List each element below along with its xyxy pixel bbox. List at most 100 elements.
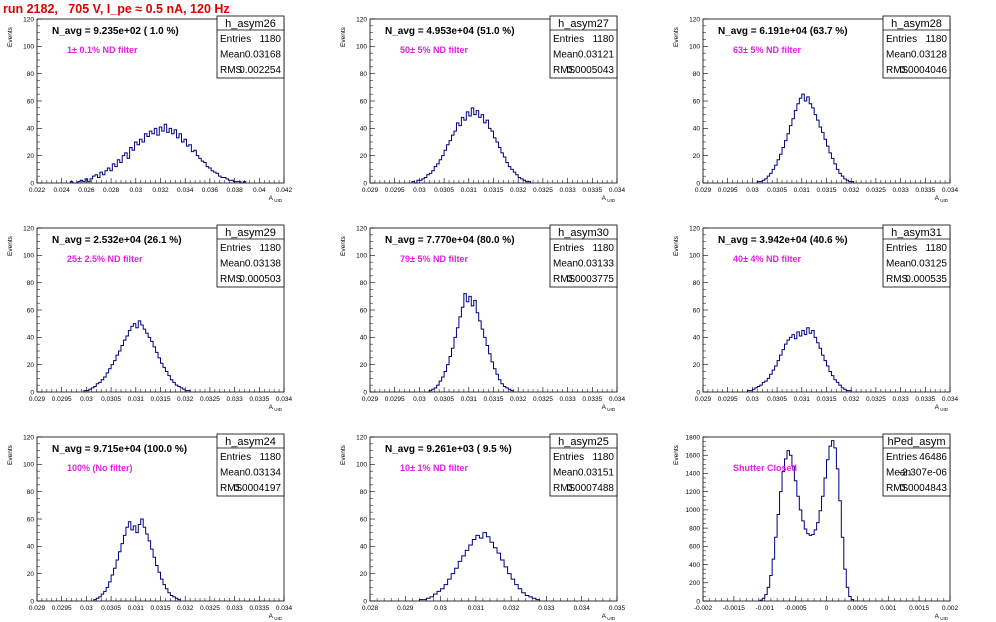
- stats-box: [549, 15, 618, 79]
- x-tick-label: 0.029: [29, 605, 46, 612]
- x-tick-label: -0.0015: [723, 605, 745, 612]
- x-axis-label-subscript: UID: [939, 407, 949, 412]
- histogram-line: [411, 107, 532, 184]
- y-tick-label: 120: [23, 434, 34, 441]
- stats-value: 0.0004046: [900, 65, 948, 76]
- stats-box: [216, 224, 285, 288]
- stats-value: 1180: [925, 34, 947, 45]
- y-tick-label: 20: [27, 362, 35, 369]
- x-tick-label: 0.026: [78, 187, 95, 194]
- y-tick-label: 1400: [686, 471, 701, 478]
- y-tick-label: 0: [30, 389, 34, 396]
- y-tick-label: 80: [27, 489, 35, 496]
- histogram-line: [93, 518, 181, 601]
- panel-h_asym24: 0 20 40 60 80 100 120 0.029 0.0295 0.03 0.0305 0.03…: [7, 433, 293, 621]
- x-tick-label: 0.0315: [817, 396, 837, 403]
- filter-note: 79± 5% ND filter: [400, 254, 468, 264]
- x-tick-label: 0.036: [202, 187, 219, 194]
- x-axis-label: A UID: [602, 404, 616, 412]
- x-tick-label: 0.031: [461, 187, 478, 194]
- x-tick-label: 0.033: [538, 605, 555, 612]
- y-tick-label: 20: [693, 362, 701, 369]
- x-tick-label: 0.032: [843, 187, 860, 194]
- panel-h_asym26: 0 20 40 60 80 100 120 0.022 0.024 0.026 0.028 0.03 0…: [7, 15, 293, 203]
- x-tick-label: 0: [825, 605, 829, 612]
- x-tick-label: 0.034: [942, 187, 959, 194]
- y-tick-label: 80: [693, 280, 701, 287]
- x-tick-label: 0.028: [362, 605, 379, 612]
- x-tick-label: 0.033: [559, 396, 576, 403]
- y-tick-label: 60: [693, 307, 701, 314]
- x-tick-label: 0.038: [226, 187, 243, 194]
- stats-box-title: h_asym24: [225, 436, 276, 448]
- x-tick-label: 0.002: [942, 605, 959, 612]
- histogram-line: [83, 320, 191, 392]
- x-axis-label: A UID: [269, 613, 283, 621]
- x-tick-label: 0.0305: [434, 187, 454, 194]
- n-avg-background: [41, 233, 211, 246]
- y-tick-label: 100: [356, 253, 367, 260]
- y-tick-label: 0: [30, 598, 34, 605]
- x-tick-label: 0.0325: [533, 187, 553, 194]
- y-tick-label: 100: [23, 44, 34, 51]
- x-tick-label: 0.032: [177, 396, 194, 403]
- histogram-line: [69, 123, 247, 184]
- stats-key: RMS: [553, 483, 576, 494]
- x-tick-label: 0.03: [746, 187, 759, 194]
- y-tick-label: 120: [23, 16, 34, 23]
- y-tick-label: 100: [689, 44, 700, 51]
- panel-h_asym25: 0 20 40 60 80 100 120 0.028 0.029 0.03 0.031 0.032 0…: [340, 433, 626, 621]
- y-tick-label: 120: [356, 16, 367, 23]
- stats-box-title: h_asym28: [891, 18, 942, 30]
- x-tick-label: 0.024: [54, 187, 71, 194]
- y-tick-label: 400: [689, 562, 700, 569]
- stats-key: Entries: [553, 452, 584, 463]
- stats-value: 0.0007488: [567, 483, 615, 494]
- stats-box: [216, 433, 285, 497]
- stats-value: 0.002254: [239, 65, 281, 76]
- x-axis-label-subscript: UID: [606, 198, 616, 203]
- x-tick-label: 0.032: [510, 396, 527, 403]
- x-tick-label: 0.03: [80, 605, 93, 612]
- stats-value: 1180: [259, 34, 281, 45]
- x-tick-label: 0.032: [843, 396, 860, 403]
- n-avg-background: [374, 442, 544, 455]
- stats-key: RMS: [886, 65, 909, 76]
- x-axis-label-subscript: UID: [273, 198, 283, 203]
- x-tick-label: 0.0315: [151, 605, 171, 612]
- n-avg-label: N_avg = 9.261e+03 ( 9.5 %): [385, 444, 512, 455]
- x-tick-label: 0.034: [574, 605, 591, 612]
- x-tick-label: 0.0335: [582, 187, 602, 194]
- stats-key: RMS: [220, 483, 243, 494]
- stats-box-title: h_asym26: [225, 18, 276, 30]
- y-tick-label: 60: [360, 98, 368, 105]
- x-tick-label: 0.028: [103, 187, 120, 194]
- x-tick-label: 0.0305: [101, 396, 121, 403]
- stats-key: Mean: [220, 468, 245, 479]
- x-axis-label: A UID: [602, 195, 616, 203]
- stats-value: 0.03168: [245, 50, 282, 61]
- x-tick-label: 0.0325: [866, 396, 886, 403]
- y-tick-label: 1200: [686, 489, 701, 496]
- y-tick-label: 120: [689, 225, 700, 232]
- x-tick-label: 0.029: [362, 396, 379, 403]
- y-axis-label: Events: [673, 444, 680, 465]
- y-tick-label: 20: [693, 153, 701, 160]
- stats-key: RMS: [553, 274, 576, 285]
- stats-key: RMS: [553, 65, 576, 76]
- x-tick-label: 0.029: [29, 396, 46, 403]
- y-tick-label: 600: [689, 544, 700, 551]
- histogram-line: [759, 440, 855, 601]
- x-tick-label: 0.03: [746, 396, 759, 403]
- n-avg-background: [707, 24, 877, 37]
- x-tick-label: 0.0335: [582, 396, 602, 403]
- stats-box: [216, 15, 285, 79]
- x-tick-label: 0.0315: [484, 396, 504, 403]
- x-tick-label: 0.0015: [909, 605, 929, 612]
- stats-key: Mean: [886, 468, 911, 479]
- y-tick-label: 80: [693, 71, 701, 78]
- x-tick-label: 0.0295: [385, 396, 405, 403]
- stats-key: Mean: [886, 259, 911, 270]
- x-tick-label: -0.002: [694, 605, 713, 612]
